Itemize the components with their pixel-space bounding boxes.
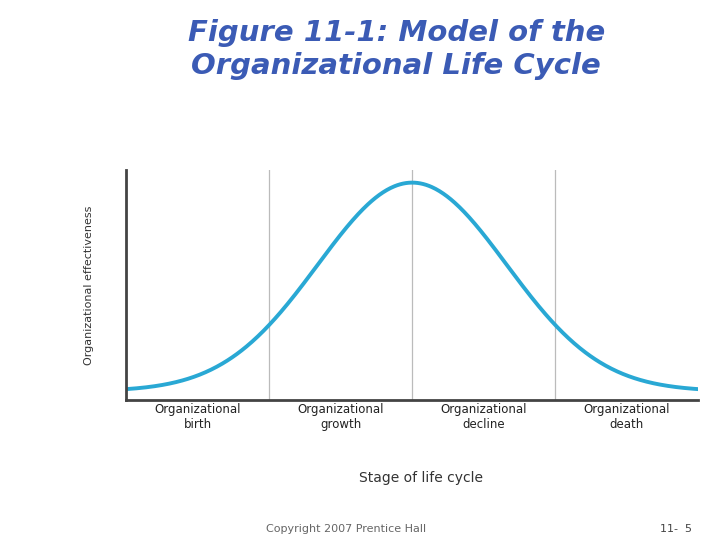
Text: Organizational
birth: Organizational birth [154,403,240,431]
Text: 11-  5: 11- 5 [660,524,693,534]
Text: Figure 11-1: Model of the
Organizational Life Cycle: Figure 11-1: Model of the Organizational… [187,19,605,80]
Text: Organizational
death: Organizational death [584,403,670,431]
Text: Stage of life cycle: Stage of life cycle [359,471,483,484]
Text: Copyright 2007 Prentice Hall: Copyright 2007 Prentice Hall [266,524,426,534]
Text: Organizational
decline: Organizational decline [441,403,527,431]
Text: Organizational
growth: Organizational growth [297,403,384,431]
Text: Organizational effectiveness: Organizational effectiveness [84,205,94,364]
